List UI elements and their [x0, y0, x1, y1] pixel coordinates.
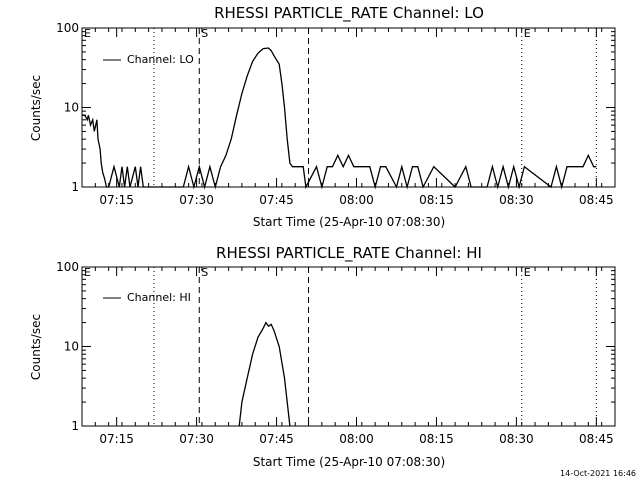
panel-channel-hi: RHESSI PARTICLE_RATE Channel: HI Counts/… [29, 244, 616, 469]
chart-title: RHESSI PARTICLE_RATE Channel: HI [216, 244, 482, 263]
y-tick-label: 100 [56, 260, 79, 274]
x-tick-label: 07:30 [179, 193, 214, 207]
x-tick-label: 07:45 [259, 432, 294, 446]
x-tick-label: 08:30 [499, 432, 534, 446]
x-tick-label: 07:45 [259, 193, 294, 207]
event-marker-label: E [524, 27, 531, 40]
x-tick-label: 07:15 [99, 193, 134, 207]
x-tick-label: 08:00 [339, 193, 374, 207]
x-tick-label: 08:45 [579, 432, 614, 446]
y-tick-label: 1 [71, 180, 79, 194]
x-tick-label: 08:00 [339, 432, 374, 446]
y-tick-label: 10 [64, 101, 79, 115]
x-tick-label: 08:30 [499, 193, 534, 207]
y-axis-label: Counts/sec [29, 75, 43, 141]
y-tick-label: 1 [71, 419, 79, 433]
event-marker-label: E [84, 266, 91, 279]
x-axis-label: Start Time (25-Apr-10 07:08:30) [253, 215, 445, 229]
y-tick-label: 10 [64, 340, 79, 354]
y-tick-label: 100 [56, 21, 79, 35]
x-tick-label: 07:30 [179, 432, 214, 446]
event-marker-label: E [84, 27, 91, 40]
series-line [82, 47, 597, 190]
plot-frame [81, 27, 616, 188]
event-marker-label: S [201, 27, 208, 40]
panel-channel-lo: RHESSI PARTICLE_RATE Channel: LO Counts/… [29, 4, 616, 229]
x-tick-label: 07:15 [99, 432, 134, 446]
x-tick-label: 08:45 [579, 193, 614, 207]
event-marker-label: E [524, 266, 531, 279]
event-marker-label: S [201, 266, 208, 279]
x-axis-label: Start Time (25-Apr-10 07:08:30) [253, 455, 445, 469]
x-tick-label: 08:15 [419, 193, 454, 207]
timestamp: 14-Oct-2021 16:46 [560, 469, 636, 478]
chart-title: RHESSI PARTICLE_RATE Channel: LO [214, 4, 484, 23]
y-axis-label: Counts/sec [29, 314, 43, 380]
x-tick-label: 08:15 [419, 432, 454, 446]
legend-label: Channel: LO [127, 53, 194, 66]
series-line [238, 321, 291, 427]
legend-label: Channel: HI [127, 291, 191, 304]
